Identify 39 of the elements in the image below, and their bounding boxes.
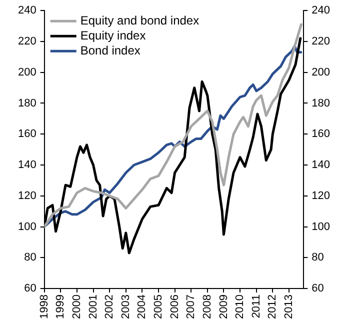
y-tick-label: 200 (18, 66, 36, 78)
y2-tick-label: 200 (312, 66, 330, 78)
y2-tick-label: 60 (312, 282, 324, 295)
y2-tick-label: 160 (312, 128, 330, 140)
x-tick-label: 2003 (120, 294, 132, 320)
x-tick-label: 2007 (185, 294, 198, 320)
x-tick-label: 1999 (54, 294, 67, 320)
y2-tick-label: 220 (312, 36, 330, 48)
y-tick-label: 160 (18, 128, 36, 140)
y-tick-label: 220 (18, 36, 36, 48)
y-tick-label: 240 (18, 4, 36, 17)
y-tick-label: 180 (18, 97, 36, 110)
y2-tick-label: 100 (312, 220, 330, 233)
y2-tick-label: 180 (312, 97, 330, 110)
x-tick-label: 2000 (71, 294, 83, 320)
x-tick-label: 1998 (38, 294, 50, 320)
y2-tick-label: 80 (312, 252, 324, 264)
x-tick-label: 2011 (250, 294, 262, 318)
x-tick-label: 2013 (283, 294, 295, 320)
x-tick-label: 2012 (266, 294, 279, 320)
legend-label: Bond index (80, 43, 140, 58)
x-tick-label: 2010 (234, 294, 246, 320)
y2-tick-label: 140 (312, 159, 330, 172)
y2-tick-label: 240 (312, 4, 330, 17)
x-tick-label: 2005 (152, 294, 165, 320)
y2-tick-label: 120 (312, 190, 330, 202)
y-tick-label: 120 (18, 190, 36, 202)
legend-label: Equity index (80, 28, 146, 42)
x-tick-label: 2009 (218, 294, 230, 320)
legend-label: Equity and bond index (80, 13, 200, 28)
y-tick-label: 80 (24, 252, 36, 264)
x-tick-label: 2008 (201, 294, 214, 320)
y-tick-label: 140 (18, 159, 36, 172)
y-tick-label: 60 (24, 282, 36, 295)
x-tick-label: 2006 (168, 294, 181, 320)
x-tick-label: 2002 (104, 294, 116, 320)
x-tick-label: 2004 (136, 294, 148, 320)
x-tick-label: 2001 (87, 294, 100, 320)
y-tick-label: 100 (18, 220, 36, 233)
